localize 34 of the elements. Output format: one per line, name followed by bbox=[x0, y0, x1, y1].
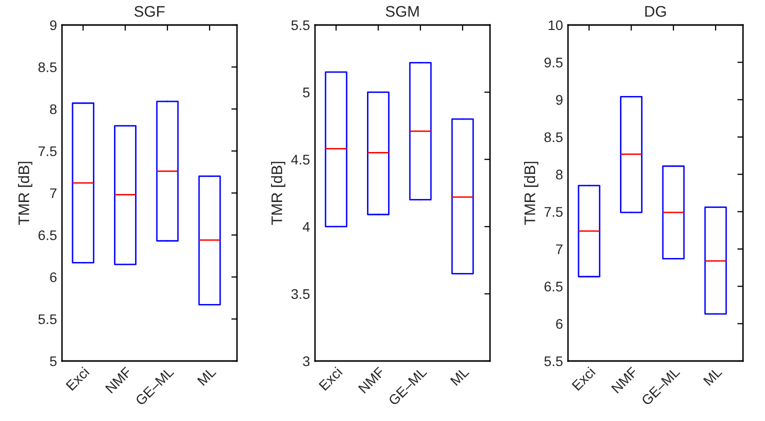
y-tick-label: 6.5 bbox=[544, 282, 563, 292]
x-tick-label: ML bbox=[450, 366, 470, 386]
y-tick-label: 3 bbox=[302, 356, 310, 366]
y-tick-label: 9.5 bbox=[544, 58, 563, 68]
y-tick-label: 9 bbox=[556, 95, 562, 105]
y-tick-label: 6 bbox=[556, 319, 563, 329]
y-tick-label: 7.5 bbox=[38, 146, 57, 156]
y-tick-label: 8 bbox=[556, 170, 563, 180]
y-tick-label: 8.5 bbox=[38, 62, 57, 72]
y-tick-label: 5.5 bbox=[38, 314, 57, 324]
y-tick-label: 7 bbox=[556, 244, 562, 254]
x-tick-label: ML bbox=[197, 366, 216, 386]
y-tick-label: 9 bbox=[50, 20, 56, 30]
y-tick-label: 3.5 bbox=[291, 289, 310, 299]
y-tick-label: 5.5 bbox=[291, 20, 310, 30]
y-tick-label: 7.5 bbox=[544, 207, 563, 217]
y-axis-title: TMR [dB] bbox=[271, 162, 286, 225]
y-tick-label: 8.5 bbox=[544, 132, 563, 142]
y-tick-label: 4 bbox=[302, 222, 310, 232]
y-tick-label: 5 bbox=[50, 356, 57, 366]
y-tick-label: 6 bbox=[50, 272, 57, 282]
y-tick-label: 5 bbox=[302, 88, 310, 98]
chart-title: DG bbox=[645, 6, 666, 17]
y-tick-label: 5.5 bbox=[544, 356, 563, 366]
y-tick-label: 10 bbox=[548, 20, 563, 30]
x-tick-label: ML bbox=[703, 366, 722, 386]
y-tick-label: 6.5 bbox=[38, 230, 57, 240]
y-axis-title: TMR [dB] bbox=[18, 162, 32, 225]
chart-title: SGF bbox=[134, 6, 165, 17]
y-tick-label: 8 bbox=[50, 104, 57, 114]
y-tick-label: 7 bbox=[50, 188, 56, 198]
y-axis-title: TMR [dB] bbox=[524, 162, 538, 225]
y-tick-label: 4.5 bbox=[291, 154, 310, 165]
chart-title: SGM bbox=[386, 6, 419, 17]
